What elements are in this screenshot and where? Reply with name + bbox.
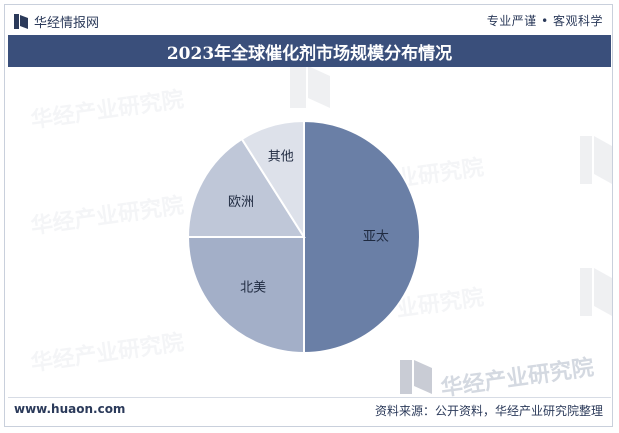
brand-name: 华经情报网 [34,15,100,31]
watermark-logo-icon [580,268,612,316]
footer-divider [8,397,611,398]
pie-slice-label: 北美 [240,280,266,295]
pie-slice-3 [240,119,305,241]
footer-source: 资料来源：公开资料，华经产业研究院整理 [374,404,603,418]
brand-logo-icon [14,13,28,29]
chart-title: 2023年全球催化剂市场规模分布情况 [8,35,611,67]
watermark-logo-icon [400,360,432,394]
brand: 华经情报网 [14,11,99,31]
pie-slice-label: 其他 [268,149,294,164]
watermark-logo-icon [580,136,612,184]
pie-slice-0 [303,119,421,355]
slogan: 专业严谨 • 客观科学 [486,14,603,28]
pie-slice-1 [186,236,305,355]
pie-slice-label: 亚太 [363,230,389,245]
pie-slice-label: 欧洲 [228,195,254,210]
footer-website: www.huaon.com [14,402,126,416]
pie-slice-2 [186,137,306,238]
watermark-logo-icon [290,66,330,108]
